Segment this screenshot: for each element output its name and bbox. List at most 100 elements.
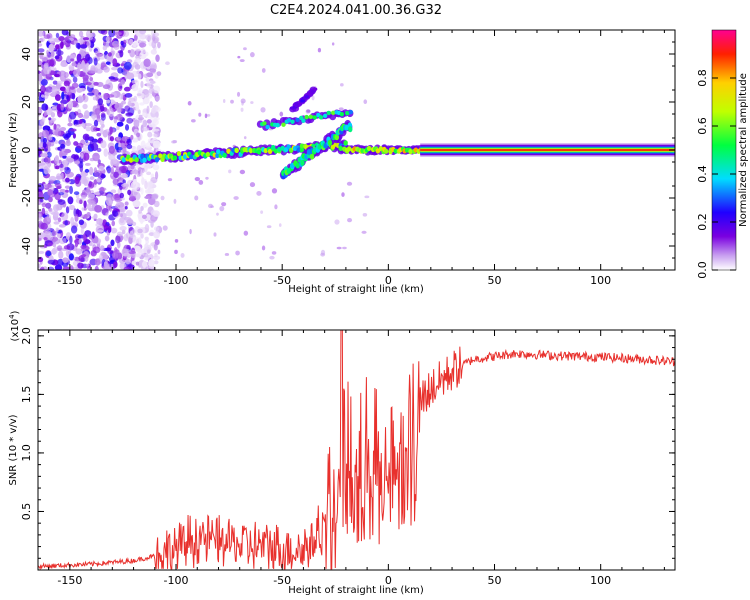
y-tick-label: 20 bbox=[20, 95, 33, 109]
noise-blob bbox=[48, 133, 53, 141]
noise-blob bbox=[74, 242, 79, 248]
trace-upper-branch-point bbox=[331, 110, 336, 115]
noise-blob bbox=[230, 99, 234, 104]
noise-blob bbox=[112, 251, 119, 259]
noise-blob bbox=[153, 243, 158, 251]
noise-blob bbox=[82, 103, 88, 110]
noise-blob bbox=[40, 266, 45, 270]
noise-blob bbox=[56, 80, 63, 85]
noise-blob bbox=[38, 73, 43, 82]
noise-blob bbox=[140, 80, 144, 89]
trace-main-point bbox=[126, 154, 131, 160]
noise-blob bbox=[55, 50, 64, 56]
noise-blob bbox=[68, 111, 77, 120]
noise-blob bbox=[128, 97, 136, 102]
noise-blob bbox=[54, 264, 63, 270]
noise-blob bbox=[97, 30, 106, 34]
noise-blob bbox=[110, 166, 115, 175]
figure-title: C2E4.2024.041.00.36.G32 bbox=[270, 3, 442, 18]
noise-blob bbox=[167, 178, 173, 182]
noise-blob bbox=[100, 113, 106, 121]
noise-blob bbox=[124, 93, 133, 98]
noise-blob bbox=[76, 53, 82, 62]
trace-main-point bbox=[270, 144, 276, 151]
noise-blob bbox=[116, 146, 123, 151]
snr-y-axis-label: SNR (10 * v/v) bbox=[8, 414, 19, 485]
spectrogram-panel: -150 -100 -50 0 50 100 -40 -20 0 20 40 Height of s… bbox=[8, 29, 676, 295]
noise-blob bbox=[78, 219, 85, 226]
noise-blob bbox=[237, 55, 241, 59]
noise-blob bbox=[38, 60, 43, 67]
noise-blob bbox=[120, 63, 125, 67]
noise-blob bbox=[63, 71, 69, 79]
noise-blob bbox=[67, 196, 74, 205]
noise-blob bbox=[153, 128, 160, 132]
noise-blob bbox=[103, 224, 109, 232]
noise-blob bbox=[154, 117, 160, 121]
noise-blob bbox=[148, 259, 155, 267]
noise-blob bbox=[96, 147, 102, 153]
noise-blob bbox=[85, 186, 91, 193]
trace-main-point bbox=[286, 144, 291, 150]
noise-blob bbox=[206, 113, 211, 117]
noise-blob bbox=[219, 206, 225, 212]
x-tick-label: 0 bbox=[385, 574, 392, 587]
noise-blob bbox=[61, 159, 68, 166]
noise-blob bbox=[66, 55, 72, 63]
noise-blob bbox=[77, 262, 84, 269]
snr-y-scale-note: (x104) bbox=[8, 310, 21, 341]
noise-blob bbox=[60, 41, 64, 49]
noise-blob bbox=[174, 249, 178, 255]
noise-blob bbox=[187, 101, 192, 106]
noise-blob bbox=[112, 158, 118, 165]
noise-blob bbox=[111, 40, 120, 48]
noise-blob bbox=[44, 230, 52, 238]
trace-upper-branch-point bbox=[348, 109, 354, 115]
noise-blob bbox=[152, 140, 161, 149]
trace-upper-branch-point bbox=[275, 122, 280, 128]
trace-upper-branch-point bbox=[345, 110, 350, 116]
noise-blob bbox=[41, 202, 47, 208]
noise-blob bbox=[96, 132, 102, 137]
noise-blob bbox=[47, 259, 56, 265]
noise-blob bbox=[148, 232, 155, 237]
trace-main-point bbox=[222, 152, 227, 158]
noise-blob bbox=[129, 230, 134, 239]
trace-main-point bbox=[158, 153, 163, 159]
trace-high-branch-point bbox=[294, 102, 299, 106]
noise-blob bbox=[136, 132, 140, 138]
trace-join-point bbox=[338, 145, 343, 151]
noise-blob bbox=[55, 44, 60, 50]
trace-upper-branch-point bbox=[312, 115, 317, 120]
noise-blob bbox=[243, 230, 249, 236]
trace-main-point bbox=[140, 153, 145, 160]
noise-blob bbox=[99, 186, 105, 195]
noise-blob bbox=[69, 34, 76, 39]
trace-main-point bbox=[256, 149, 262, 155]
noise-blob bbox=[67, 157, 75, 163]
noise-blob bbox=[38, 162, 46, 166]
noise-blob bbox=[97, 98, 104, 106]
noise-blob bbox=[113, 171, 119, 178]
noise-blob bbox=[51, 86, 58, 95]
noise-blob bbox=[222, 99, 226, 103]
noise-blob bbox=[145, 142, 151, 149]
noise-blob bbox=[126, 244, 131, 250]
trace-upper-branch-point bbox=[326, 110, 331, 116]
noise-blob bbox=[84, 239, 91, 245]
noise-blob bbox=[162, 225, 168, 231]
noise-blob bbox=[120, 79, 126, 85]
noise-blob bbox=[93, 57, 98, 66]
noise-blob bbox=[53, 221, 60, 225]
noise-blob bbox=[41, 129, 50, 138]
noise-blob bbox=[117, 82, 123, 92]
colorbar-label: Normalized spectral amplitude bbox=[738, 73, 749, 227]
noise-blob bbox=[41, 207, 46, 216]
noise-blob bbox=[93, 170, 102, 177]
noise-blob bbox=[71, 154, 77, 160]
noise-blob bbox=[279, 111, 284, 117]
noise-blob bbox=[110, 227, 118, 234]
noise-blob bbox=[43, 66, 52, 75]
trace-main-point bbox=[205, 151, 211, 157]
noise-blob bbox=[59, 126, 67, 132]
